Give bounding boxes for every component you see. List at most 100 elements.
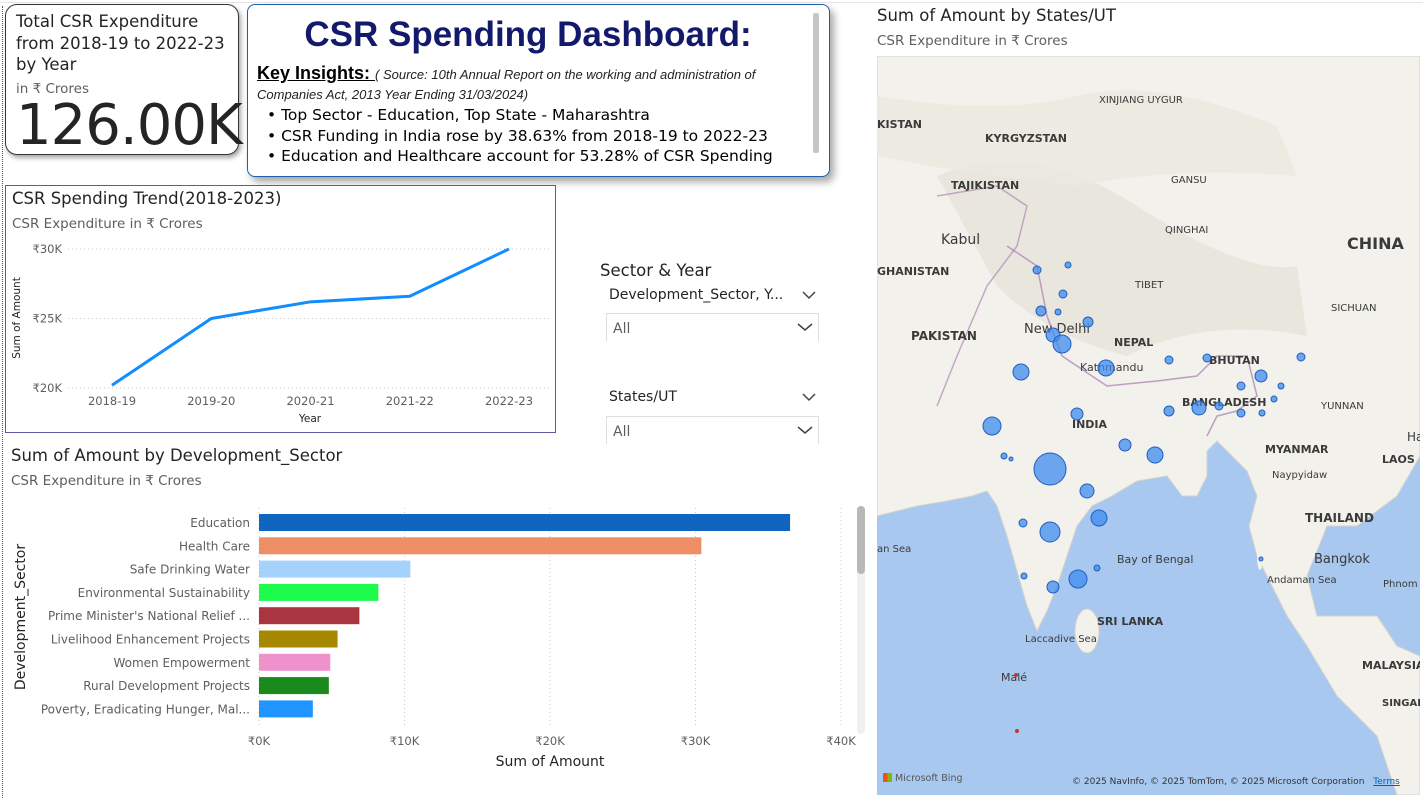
category-label: Prime Minister's National Relief ...	[48, 609, 250, 623]
map-bubble	[1064, 261, 1072, 269]
map-bubble	[1258, 409, 1266, 417]
map-bubble	[1039, 521, 1061, 543]
map-place-label: INDIA	[1072, 418, 1108, 431]
map-place-label: Naypyidaw	[1272, 470, 1327, 481]
left-guide-line	[2, 6, 3, 798]
map-bubble	[1236, 381, 1246, 391]
map-bubble	[982, 416, 1002, 436]
bar	[259, 607, 360, 625]
x-tick-label: 2020-21	[286, 394, 334, 408]
map-bubble	[1035, 305, 1047, 317]
bar	[259, 514, 791, 531]
map-place-label: KISTAN	[877, 118, 922, 131]
map-canvas[interactable]: KISTAN KYRGYZSTAN XINJIANG UYGUR TAJIKISTAN…	[877, 56, 1420, 795]
source-note: ( Source: 10th Annual Report on the work…	[257, 67, 756, 102]
states-value: All	[613, 424, 631, 440]
bar	[259, 560, 411, 578]
kpi-card[interactable]: Total CSR Expenditure from 2018-19 to 20…	[5, 4, 243, 158]
map-subtitle: CSR Expenditure in ₹ Crores	[877, 33, 1068, 49]
x-axis-title: Year	[298, 413, 322, 425]
states-field-label: States/UT	[609, 389, 677, 405]
map-terrain	[877, 90, 1297, 186]
map-land-srilanka	[1074, 608, 1100, 654]
slicer-heading: Sector & Year	[600, 261, 712, 280]
kpi-subtitle: in ₹ Crores	[16, 81, 90, 97]
map-bubble	[1079, 483, 1095, 499]
map-place-label: Bangkok	[1314, 552, 1370, 567]
map-bubble	[1093, 564, 1101, 572]
bar	[259, 653, 331, 671]
map-place-label: TIBET	[1134, 280, 1164, 291]
map-bubble	[1046, 580, 1060, 594]
map-city-dot	[1015, 729, 1019, 733]
sector-year-dropdown[interactable]: All	[606, 313, 819, 341]
map-bubble	[1163, 405, 1175, 417]
sector-chart-scrollbar[interactable]	[857, 506, 865, 574]
map-bubble	[1020, 572, 1028, 580]
x-tick-label: 2021-22	[386, 394, 434, 408]
sector-chart-scroll-track[interactable]	[857, 506, 865, 734]
map-city-dot	[1014, 673, 1018, 677]
chevron-down-icon[interactable]	[802, 290, 816, 300]
trend-chart-panel[interactable]: CSR Spending Trend(2018-2023) CSR Expend…	[5, 185, 556, 433]
y-tick-label: ₹30K	[33, 242, 63, 256]
sector-chart-subtitle: CSR Expenditure in ₹ Crores	[11, 473, 202, 489]
map-bubble	[1033, 452, 1067, 486]
y-axis-title: Development_Sector	[13, 544, 29, 690]
insights-card[interactable]: CSR Spending Dashboard: Key Insights: ( …	[247, 4, 830, 177]
map-place-label: Ha	[1407, 430, 1420, 444]
category-label: Women Empowerment	[113, 656, 250, 670]
bing-logo: Microsoft Bing	[883, 773, 963, 784]
sector-chart-title: Sum of Amount by Development_Sector	[11, 446, 343, 465]
insights-body: Key Insights: ( Source: 10th Annual Repo…	[257, 63, 805, 167]
map-bubble	[1254, 369, 1268, 383]
map-bubble	[1054, 308, 1062, 316]
sector-chart-svg[interactable]: ₹0K ₹10K ₹20K ₹30K ₹40K Education Health Care S…	[0, 500, 860, 775]
category-label: Environmental Sustainability	[78, 586, 250, 600]
map-svg[interactable]: KISTAN KYRGYZSTAN XINJIANG UYGUR TAJIKISTAN…	[877, 56, 1420, 795]
map-place-label: XINJIANG UYGUR	[1099, 95, 1183, 106]
insights-scrollbar[interactable]	[813, 13, 819, 153]
map-place-label: QINGHAI	[1165, 225, 1208, 236]
bar	[259, 583, 379, 601]
map-bubble	[1052, 334, 1072, 354]
map-title: Sum of Amount by States/UT	[877, 6, 1116, 25]
trend-chart-title: CSR Spending Trend(2018-2023)	[12, 189, 282, 208]
map-place-label: BHUTAN	[1209, 354, 1260, 367]
map-place-label: an Sea	[877, 544, 911, 555]
map-bubble	[1070, 407, 1084, 421]
chevron-down-icon[interactable]	[797, 322, 813, 332]
kpi-title: Total CSR Expenditure from 2018-19 to 20…	[16, 12, 225, 74]
states-dropdown[interactable]: All	[606, 416, 819, 444]
x-tick-label: ₹0K	[248, 734, 271, 748]
map-place-label: Andaman Sea	[1267, 575, 1337, 586]
map-bubble	[1214, 401, 1224, 411]
map-bubble	[1270, 395, 1278, 403]
map-place-label: Laccadive Sea	[1025, 634, 1097, 645]
chevron-down-icon[interactable]	[802, 392, 816, 402]
map-bubble	[1032, 265, 1042, 275]
map-bubble	[1202, 353, 1212, 363]
chevron-down-icon[interactable]	[797, 425, 813, 435]
map-place-label: PAKISTAN	[911, 329, 977, 343]
map-bubble	[1236, 408, 1246, 418]
map-place-label: Malé	[1001, 671, 1027, 684]
map-terms-link[interactable]: Terms	[1373, 777, 1400, 787]
map-credit-text: © 2025 NavInfo, © 2025 TomTom, © 2025 Mi…	[1072, 777, 1365, 787]
insight-bullet: • Top Sector - Education, Top State - Ma…	[267, 106, 650, 124]
x-tick-label: ₹20K	[535, 734, 565, 748]
map-bubble	[1012, 363, 1030, 381]
trend-chart-svg: ₹20K ₹25K ₹30K 2018-19 2019-20 2020-21 2021-22…	[11, 242, 551, 425]
dashboard-title: CSR Spending Dashboard:	[304, 15, 752, 54]
kpi-value: 126.00K	[16, 93, 243, 158]
map-bubble	[1277, 382, 1285, 390]
trend-line	[111, 247, 510, 387]
map-place-label: Kabul	[941, 232, 980, 248]
insight-bullet: • Education and Healthcare account for 5…	[267, 147, 773, 165]
bar	[259, 700, 313, 718]
y-axis-title: Sum of Amount	[11, 277, 23, 359]
map-place-label: GANSU	[1171, 175, 1207, 186]
map-place-label: THAILAND	[1305, 511, 1374, 525]
map-place-label: NEPAL	[1114, 336, 1153, 349]
map-bubble	[1164, 355, 1174, 365]
